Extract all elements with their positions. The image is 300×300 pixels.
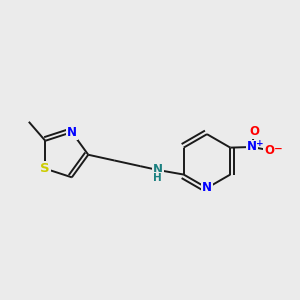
Text: H: H <box>153 173 162 183</box>
Text: O: O <box>264 144 274 157</box>
Text: N: N <box>202 182 212 194</box>
Text: −: − <box>274 144 283 154</box>
Text: N: N <box>247 140 257 154</box>
Text: N: N <box>67 126 77 139</box>
Text: N: N <box>153 164 163 176</box>
Text: O: O <box>249 125 260 138</box>
Text: +: + <box>256 139 263 148</box>
Text: S: S <box>40 162 50 175</box>
